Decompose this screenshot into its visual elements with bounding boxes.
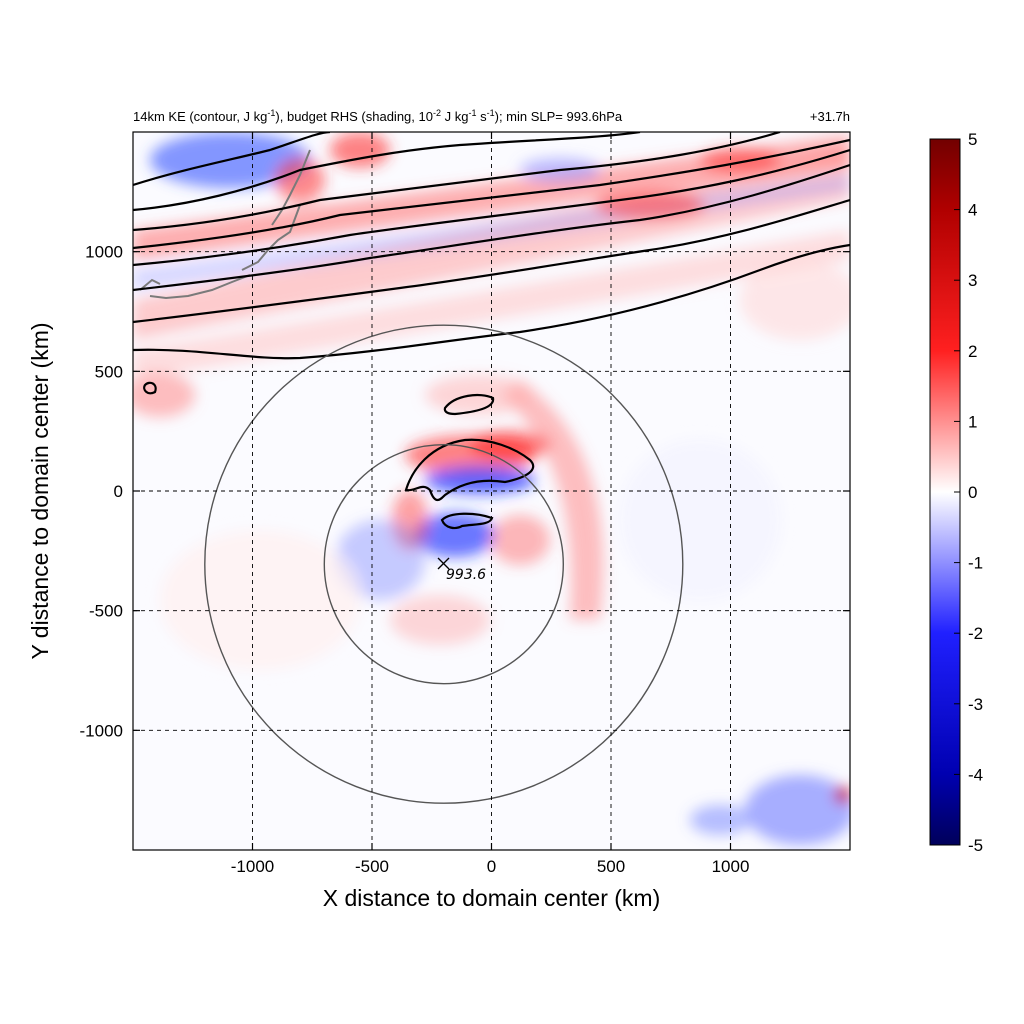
x-tick-label: 500 — [597, 857, 625, 876]
colorbar-tick-label: 4 — [968, 201, 977, 220]
colorbar-tick-label: -3 — [968, 695, 983, 714]
colorbar-tick-label: 3 — [968, 271, 977, 290]
x-tick-label: 1000 — [712, 857, 750, 876]
colorbar-tick-label: -5 — [968, 836, 983, 855]
coastline — [139, 149, 311, 300]
colorbar-tick-label: -4 — [968, 765, 983, 784]
y-axis-label: Y distance to domain center (km) — [27, 322, 53, 659]
min-slp-annotation: 993.6 — [446, 567, 486, 583]
colorbar-tick-label: 5 — [968, 130, 977, 149]
y-ticks: -1000 -500 0 500 1000 — [80, 243, 850, 740]
chart-title: 14km KE (contour, J kg-1), budget RHS (s… — [133, 108, 623, 124]
colorbar-tick-label: 0 — [968, 483, 977, 502]
plot-area: 993.6 — [133, 132, 850, 850]
y-tick-label: 0 — [114, 482, 123, 501]
range-rings — [204, 324, 684, 804]
range-ring-500km — [323, 444, 564, 685]
y-tick-label: 500 — [95, 362, 123, 381]
y-tick-label: -1000 — [80, 721, 123, 740]
colorbar-tick-label: -1 — [968, 554, 983, 573]
x-axis-label: X distance to domain center (km) — [323, 885, 660, 911]
x-tick-label: -1000 — [231, 857, 274, 876]
x-ticks: -1000 -500 0 500 1000 — [231, 132, 750, 876]
x-tick-label: -500 — [355, 857, 389, 876]
y-tick-label: -500 — [89, 602, 123, 621]
x-tick-label: 0 — [487, 857, 496, 876]
storm-center-marker — [437, 557, 450, 570]
colorbar-ticks: 5 4 3 2 1 0 -1 -2 -3 -4 -5 — [954, 130, 983, 855]
colorbar-tick-label: -2 — [968, 624, 983, 643]
y-tick-label: 1000 — [85, 243, 123, 262]
colorbar: 5 4 3 2 1 0 -1 -2 -3 -4 -5 — [929, 130, 983, 855]
colorbar-tick-label: 1 — [968, 412, 977, 431]
ke-contours — [133, 132, 850, 530]
forecast-hour-label: +31.7h — [810, 109, 850, 124]
range-ring-1000km — [204, 324, 684, 804]
colorbar-tick-label: 2 — [968, 342, 977, 361]
